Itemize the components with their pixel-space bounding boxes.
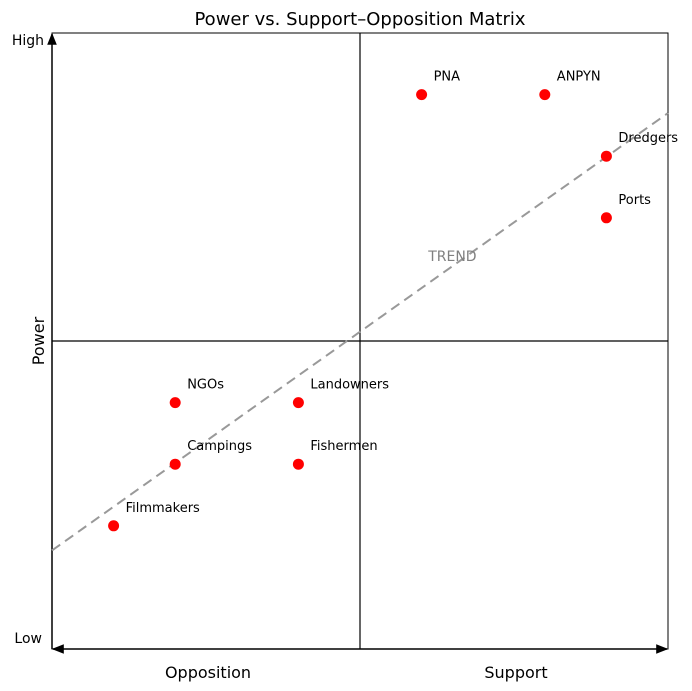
point-label-campings: Campings — [187, 439, 252, 454]
point-label-anpyn: ANPYN — [557, 70, 601, 85]
y-low-label: Low — [14, 631, 42, 647]
point-label-ports: Ports — [618, 193, 651, 208]
data-point-ngos — [169, 397, 181, 409]
data-point-dredgers — [600, 150, 612, 162]
data-point-landowners — [292, 397, 304, 409]
trend-line — [51, 112, 669, 552]
data-point-filmmakers — [108, 520, 120, 532]
point-label-filmmakers: Filmmakers — [126, 501, 200, 516]
x-left-label: Opposition — [165, 663, 251, 682]
data-point-pna — [416, 89, 428, 101]
point-label-dredgers: Dredgers — [618, 131, 678, 146]
data-point-fishermen — [292, 458, 304, 470]
data-point-anpyn — [539, 89, 551, 101]
y-axis-label: Power — [29, 316, 48, 365]
chart-title: Power vs. Support–Opposition Matrix — [194, 9, 525, 30]
x-right-label: Support — [484, 663, 547, 682]
point-label-landowners: Landowners — [310, 378, 389, 393]
data-point-ports — [600, 212, 612, 224]
trend-label: TREND — [427, 249, 476, 265]
point-label-pna: PNA — [434, 70, 461, 85]
point-label-ngos: NGOs — [187, 378, 224, 393]
y-high-label: High — [12, 33, 44, 49]
data-point-campings — [169, 458, 181, 470]
point-label-fishermen: Fishermen — [310, 439, 377, 454]
data-points: PNA ANPYN Dredgers Ports NGOs Landowners Campi… — [108, 70, 678, 532]
